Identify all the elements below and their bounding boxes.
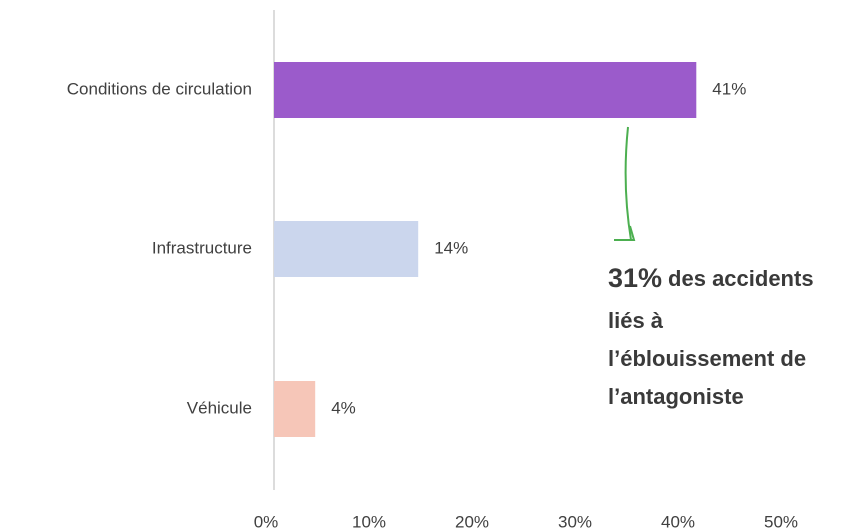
- x-tick-label: 40%: [661, 512, 695, 530]
- bar: [274, 221, 419, 277]
- annotation-line: des accidents: [668, 266, 814, 291]
- arrow-head: [614, 225, 636, 241]
- annotation-line: l’éblouissement de: [608, 346, 806, 371]
- arrow: [624, 126, 632, 241]
- y-tick-label: Conditions de circulation: [67, 79, 252, 98]
- x-tick-label: 0%: [254, 512, 279, 530]
- x-tick-label: 30%: [558, 512, 592, 530]
- bar: [274, 62, 697, 118]
- y-tick-label: Véhicule: [187, 398, 252, 417]
- x-tick-label: 10%: [352, 512, 386, 530]
- value-label: 14%: [434, 238, 468, 257]
- x-tick-label: 20%: [455, 512, 489, 530]
- value-label: 4%: [331, 398, 356, 417]
- annotation-highlight: 31%: [608, 263, 662, 293]
- annotation-line: l’antagoniste: [608, 384, 744, 409]
- bar: [274, 381, 316, 437]
- x-tick-label: 50%: [764, 512, 798, 530]
- annotation-line: liés à: [608, 308, 664, 333]
- y-tick-label: Infrastructure: [152, 238, 252, 257]
- annotation: 31% des accidents: [608, 263, 814, 293]
- value-label: 41%: [712, 79, 746, 98]
